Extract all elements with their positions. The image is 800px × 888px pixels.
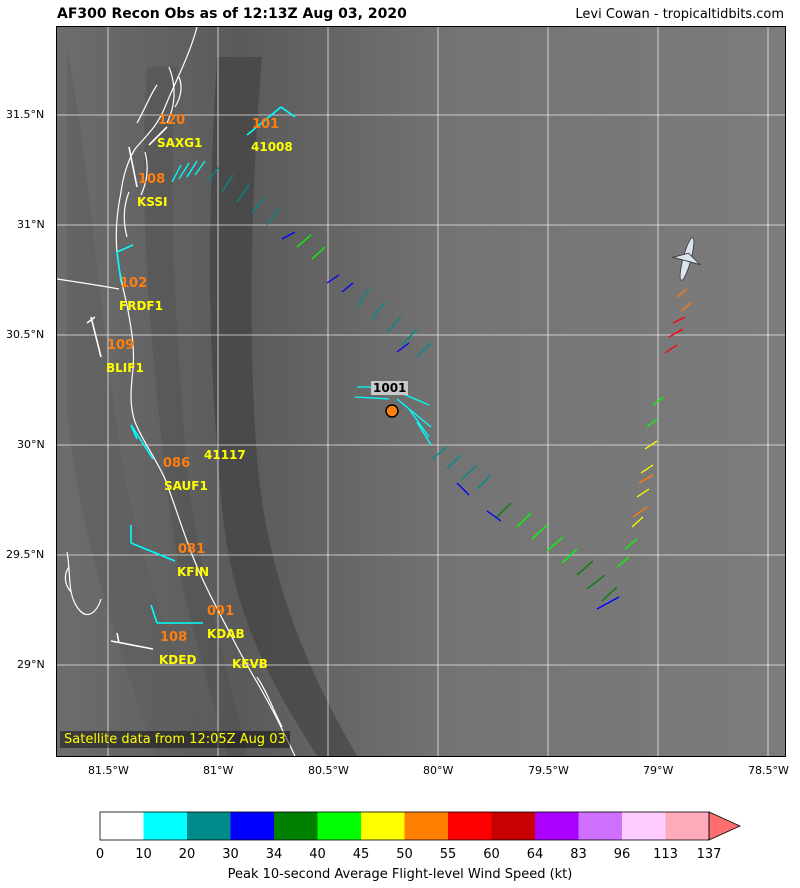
station-id-41008[interactable]: 41008 [251, 140, 293, 154]
station-value-saxg1: 120 [158, 113, 186, 128]
map-canvas[interactable] [57, 27, 785, 756]
station-id-41117[interactable]: 41117 [204, 448, 246, 462]
station-value-frdf1: 102 [120, 276, 148, 291]
colorbar-swatch [491, 812, 536, 840]
station-value-kssi: 108 [138, 172, 166, 187]
station-value-kfin: 081 [178, 542, 206, 557]
colorbar-swatch [187, 812, 231, 840]
station-id-kssi[interactable]: KSSI [137, 195, 168, 209]
station-value-sauf1: 086 [163, 456, 191, 471]
colorbar-tick-label: 10 [135, 847, 152, 862]
lat-label: 29.5°N [6, 548, 45, 561]
station-id-kfin[interactable]: KFIN [177, 565, 210, 579]
station-id-kevb[interactable]: KEVB [232, 657, 268, 671]
colorbar-swatch [230, 812, 275, 840]
colorbar-tick-label: 30 [222, 847, 239, 862]
coastline [57, 27, 296, 756]
map-credit: Levi Cowan - tropicaltidbits.com [575, 7, 784, 22]
aircraft-icon [671, 237, 702, 281]
colorbar-title: Peak 10-second Average Flight-level Wind… [227, 867, 573, 882]
station-id-frdf1[interactable]: FRDF1 [119, 299, 163, 313]
storm-pressure-label: 1001 [371, 381, 409, 395]
lon-label: 81.5°W [88, 764, 129, 777]
station-value-blif1: 109 [107, 338, 135, 353]
colorbar-swatch [100, 812, 144, 840]
lon-label: 79°W [643, 764, 674, 777]
satellite-note: Satellite data from 12:05Z Aug 03 [60, 731, 290, 748]
colorbar-swatch [578, 812, 623, 840]
colorbar [99, 811, 741, 841]
station-id-sauf1[interactable]: SAUF1 [164, 479, 208, 493]
map-panel[interactable] [56, 26, 786, 757]
lat-label: 31°N [17, 218, 45, 231]
flight-track [171, 160, 692, 610]
lat-label: 30.5°N [6, 328, 45, 341]
station-id-saxg1[interactable]: SAXG1 [157, 136, 203, 150]
colorbar-tick-label: 20 [178, 847, 196, 862]
colorbar-swatch [274, 812, 318, 840]
storm-center-marker[interactable] [385, 404, 399, 418]
colorbar-swatch [448, 812, 492, 840]
lon-label: 81°W [203, 764, 234, 777]
lat-label: 30°N [17, 438, 45, 451]
lon-label: 80.5°W [308, 764, 349, 777]
colorbar-tick-label: 113 [653, 847, 678, 862]
station-value-kded: 108 [160, 630, 188, 645]
lat-label: 29°N [17, 658, 45, 671]
station-id-blif1[interactable]: BLIF1 [106, 361, 144, 375]
lon-label: 78.5°W [748, 764, 789, 777]
station-value-kdab: 091 [207, 604, 235, 619]
station-barbs [86, 106, 296, 650]
colorbar-tick-label: 60 [483, 847, 500, 862]
colorbar-swatch [535, 812, 579, 840]
colorbar-swatch [143, 812, 188, 840]
colorbar-tick-label: 55 [439, 847, 457, 862]
colorbar-tick-label: 83 [570, 847, 587, 862]
station-id-kdab[interactable]: KDAB [207, 627, 245, 641]
lon-label: 79.5°W [528, 764, 569, 777]
colorbar-swatches [100, 812, 710, 840]
colorbar-tick-label: 137 [696, 847, 722, 862]
lat-label: 31.5°N [6, 108, 45, 121]
station-value-41008: 101 [252, 117, 280, 132]
map-title: AF300 Recon Obs as of 12:13Z Aug 03, 202… [57, 6, 407, 22]
colorbar-swatch [665, 812, 710, 840]
colorbar-swatch [404, 812, 449, 840]
colorbar-swatch [317, 812, 362, 840]
colorbar-tick-label: 50 [396, 847, 413, 862]
colorbar-tick-label: 40 [309, 847, 326, 862]
colorbar-tick-label: 0 [95, 847, 105, 862]
graticule [57, 27, 785, 756]
colorbar-swatch [361, 812, 405, 840]
colorbar-tick-label: 64 [526, 847, 544, 862]
station-id-kded[interactable]: KDED [159, 653, 197, 667]
colorbar-tick-label: 45 [352, 847, 370, 862]
colorbar-swatch [622, 812, 666, 840]
lon-label: 80°W [423, 764, 454, 777]
colorbar-tick-label: 34 [265, 847, 283, 862]
colorbar-tick-label: 96 [613, 847, 631, 862]
colorbar-extend-arrow [708, 811, 741, 841]
